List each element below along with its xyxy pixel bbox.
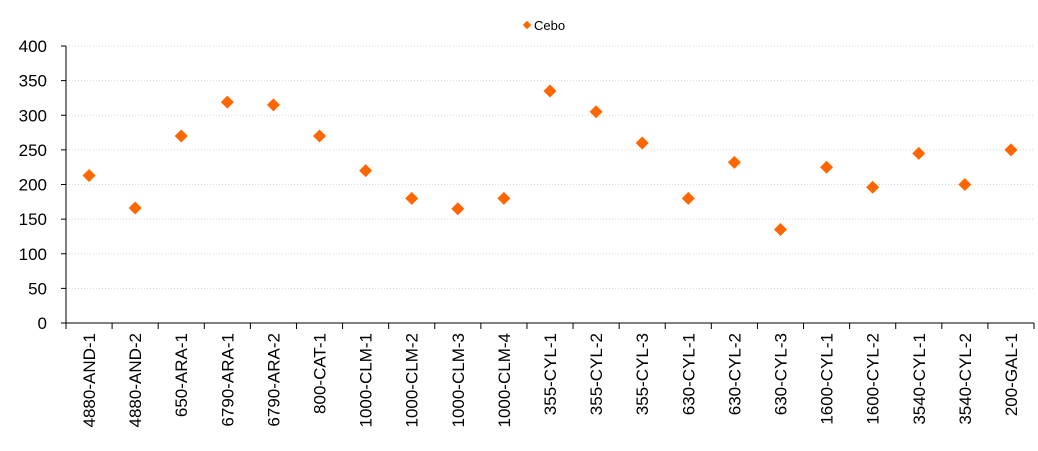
data-points (82, 84, 1018, 237)
y-tick-label: 250 (19, 141, 47, 160)
x-tick-label: 630-CYL-3 (771, 333, 790, 415)
y-tick-label: 150 (19, 210, 47, 229)
x-tick-label: 200-GAL-1 (1002, 333, 1021, 416)
x-axis-tick-labels: 4880-AND-1 4880-AND-2 650-ARA-1 6790-ARA-1 6… (80, 333, 1021, 428)
y-tick-label: 400 (19, 37, 47, 56)
data-point (773, 223, 787, 237)
data-point (1004, 143, 1018, 157)
data-point (174, 129, 188, 143)
x-tick-label: 630-CYL-1 (679, 333, 698, 415)
data-point (589, 105, 603, 119)
y-tick-label: 50 (28, 279, 47, 298)
data-point (128, 201, 142, 215)
x-tick-label: 630-CYL-2 (725, 333, 744, 415)
data-point (820, 160, 834, 174)
data-point (958, 178, 972, 191)
data-point (681, 191, 695, 205)
data-point (866, 180, 880, 194)
x-tick-label: 3540-CYL-1 (910, 333, 929, 425)
data-point (405, 191, 419, 205)
x-tick-label: 355-CYL-2 (587, 333, 606, 415)
data-point (727, 155, 741, 169)
x-tick-label: 1000-CLM-4 (495, 333, 514, 428)
x-tick-label: 1000-CLM-1 (357, 333, 376, 428)
x-tick-label: 1000-CLM-2 (403, 333, 422, 428)
x-tick-label: 355-CYL-3 (633, 333, 652, 415)
x-tick-label: 1000-CLM-3 (449, 333, 468, 428)
y-tick-label: 300 (19, 106, 47, 125)
legend: Cebo (522, 18, 565, 33)
x-tick-label: 6790-ARA-1 (218, 333, 237, 427)
y-axis-tick-labels: 0 50 100 150 200 250 300 350 400 (19, 37, 47, 333)
data-point (497, 191, 511, 205)
x-tick-label: 1600-CYL-2 (864, 333, 883, 425)
y-tick-label: 350 (19, 72, 47, 91)
y-tick-label: 100 (19, 245, 47, 264)
x-tick-label: 355-CYL-1 (541, 333, 560, 415)
data-point (313, 129, 327, 143)
x-tick-label: 800-CAT-1 (311, 333, 330, 414)
x-tick-label: 1600-CYL-1 (818, 333, 837, 425)
x-tick-label: 4880-AND-2 (126, 333, 145, 428)
axes (61, 45, 1035, 329)
x-tick-label: 6790-ARA-2 (264, 333, 283, 427)
data-point (912, 146, 926, 160)
data-point (220, 95, 234, 109)
x-tick-label: 4880-AND-1 (80, 333, 99, 428)
data-point (266, 98, 280, 112)
data-point (635, 136, 649, 150)
x-tick-label: 650-ARA-1 (172, 333, 191, 417)
y-tick-label: 0 (38, 314, 47, 333)
gridlines (66, 45, 1034, 289)
data-point (82, 168, 96, 182)
y-tick-label: 200 (19, 176, 47, 195)
data-point (451, 202, 465, 216)
data-point (359, 164, 373, 178)
data-point (543, 84, 557, 98)
x-tick-label: 3540-CYL-2 (956, 333, 975, 425)
legend-label: Cebo (534, 18, 565, 33)
legend-marker-diamond (522, 20, 532, 30)
